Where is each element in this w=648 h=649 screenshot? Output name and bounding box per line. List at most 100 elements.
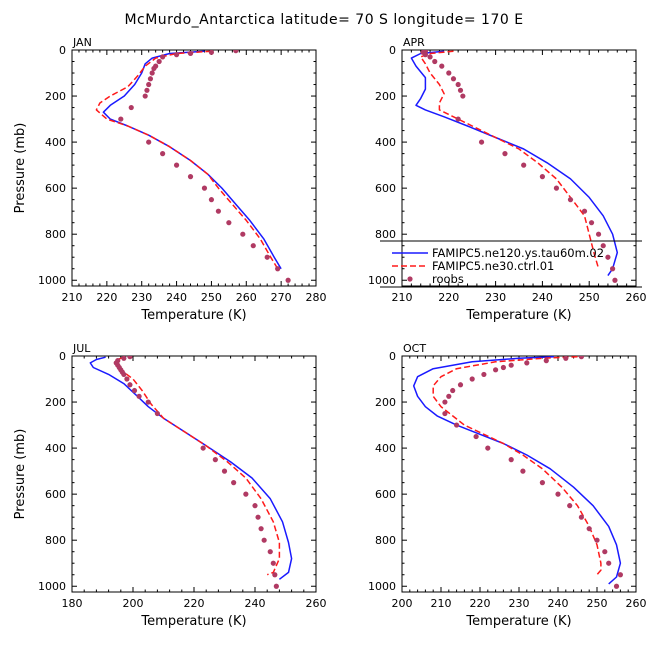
- y-tick-label: 600: [375, 182, 396, 195]
- roobs-point: [208, 50, 215, 55]
- roobs-point: [539, 480, 546, 486]
- plot-frame: [401, 49, 637, 287]
- x-axis-label: Temperature (K): [140, 308, 246, 323]
- roobs-point: [612, 277, 618, 283]
- roobs-point: [446, 70, 452, 76]
- y-tick-label: 800: [45, 534, 66, 547]
- plot-area: [410, 50, 619, 283]
- x-tick-label: 220: [96, 291, 117, 304]
- roobs-point: [543, 358, 549, 364]
- roobs-point: [600, 243, 606, 249]
- roobs-point: [606, 560, 612, 566]
- roobs-point: [439, 63, 445, 69]
- roobs-point: [450, 76, 457, 82]
- y-tick-label: 400: [375, 136, 396, 149]
- roobs-point: [520, 468, 526, 474]
- roobs-point: [493, 367, 499, 373]
- x-tick-label: 230: [509, 597, 530, 610]
- roobs-point: [146, 81, 152, 88]
- legend-entry-ne120: FAMIPC5.ne120.ys.tau60m.02: [432, 246, 604, 260]
- roobs-point: [275, 266, 281, 272]
- roobs-point: [524, 360, 530, 366]
- y-tick-label: 200: [375, 396, 396, 409]
- roobs-point: [602, 549, 608, 555]
- roobs-point: [422, 52, 428, 58]
- roobs-point: [243, 491, 249, 497]
- legend-entry-ne30: FAMIPC5.ne30.ctrl.01: [432, 259, 554, 273]
- roobs-point: [567, 197, 574, 203]
- roobs-point: [442, 410, 448, 417]
- roobs-point: [131, 387, 138, 394]
- figure-title: McMurdo_Antarctica latitude= 70 S longit…: [124, 12, 523, 28]
- x-tick-label: 260: [626, 291, 647, 304]
- y-tick-label: 1000: [38, 580, 66, 593]
- roobs-point: [252, 503, 258, 509]
- roobs-point: [136, 393, 142, 399]
- roobs-point: [500, 364, 506, 371]
- roobs-point: [151, 65, 157, 72]
- x-tick-label: 180: [62, 597, 83, 610]
- y-tick-label: 400: [375, 442, 396, 455]
- roobs-point: [586, 526, 592, 532]
- roobs-point: [145, 399, 151, 405]
- y-tick-label: 600: [375, 488, 396, 501]
- roobs-point: [267, 549, 273, 555]
- roobs-point: [273, 583, 279, 589]
- roobs-point: [432, 58, 438, 65]
- roobs-point: [469, 376, 475, 382]
- x-tick-label: 230: [485, 291, 506, 304]
- roobs-point: [539, 174, 546, 180]
- panel-apr: 210 220 230 240 250 260 0 200 400 600 800 1000 APR Te…: [368, 36, 647, 323]
- x-tick-label: 240: [548, 597, 569, 610]
- y-tick-label: 0: [389, 350, 396, 363]
- roobs-point: [127, 356, 133, 360]
- roobs-point: [128, 104, 134, 111]
- x-tick-label: 200: [123, 597, 144, 610]
- y-tick-label: 0: [389, 44, 396, 57]
- panel-title: JUL: [72, 342, 91, 355]
- ne30-line: [95, 50, 279, 270]
- plot-frame: [71, 49, 317, 287]
- ne120-line: [410, 50, 619, 277]
- y-tick-label: 0: [59, 44, 66, 57]
- x-axis-label: Temperature (K): [140, 614, 246, 629]
- roobs-point: [454, 422, 460, 428]
- roobs-point: [258, 526, 264, 532]
- panel-title: OCT: [403, 342, 426, 355]
- roobs-point: [156, 58, 162, 65]
- roobs-point: [270, 560, 276, 566]
- y-tick-label: 1000: [368, 580, 396, 593]
- roobs-point: [160, 54, 166, 60]
- y-tick-label: 1000: [368, 274, 396, 287]
- roobs-point: [502, 151, 508, 157]
- roobs-point: [187, 174, 194, 180]
- roobs-point: [221, 468, 228, 474]
- roobs-point: [455, 116, 461, 122]
- roobs-point: [613, 583, 620, 589]
- y-axis-label: Pressure (mb): [13, 429, 28, 520]
- x-tick-label: 250: [201, 291, 222, 304]
- roobs-point: [446, 393, 452, 399]
- panel-title: JAN: [72, 36, 92, 49]
- roobs-point: [118, 116, 124, 122]
- roobs-point: [142, 93, 148, 99]
- roobs-point: [147, 76, 154, 82]
- roobs-point: [478, 139, 485, 145]
- plot-area: [412, 356, 624, 589]
- x-tick-label: 210: [431, 597, 452, 610]
- roobs-point: [160, 151, 166, 157]
- roobs-point: [450, 387, 456, 394]
- roobs-point: [588, 220, 595, 226]
- roobs-point: [127, 382, 133, 388]
- y-tick-label: 200: [375, 90, 396, 103]
- roobs-point: [173, 162, 180, 168]
- roobs-point: [473, 433, 479, 440]
- y-axis-label: Pressure (mb): [13, 123, 28, 214]
- x-tick-label: 220: [470, 597, 491, 610]
- roobs-point: [285, 277, 291, 283]
- roobs-point: [264, 254, 270, 260]
- roobs-point: [553, 185, 560, 191]
- roobs-point: [521, 162, 527, 168]
- roobs-point: [427, 54, 433, 60]
